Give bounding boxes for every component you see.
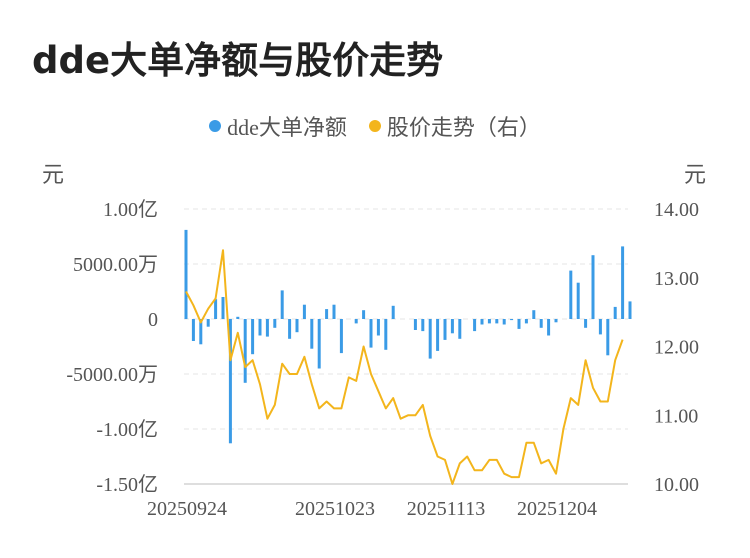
dde-bar[interactable] [221, 297, 225, 319]
x-tick-label: 20251023 [295, 498, 375, 520]
legend-item-price[interactable]: 股价走势（右） [368, 110, 541, 142]
legend-dot-dde [209, 120, 222, 132]
dde-bar[interactable] [547, 319, 551, 336]
dde-bar[interactable] [258, 319, 262, 336]
y-left-tick-label: -5000.00万 [66, 364, 158, 386]
x-tick-label: 20251204 [517, 498, 597, 520]
dde-bar[interactable] [354, 319, 358, 324]
dde-bar[interactable] [495, 319, 499, 324]
dde-bar[interactable] [251, 319, 255, 355]
dde-bar[interactable] [576, 282, 580, 319]
y-right-tick-label: 14.00 [654, 199, 699, 221]
y-left-tick-label: 1.00亿 [103, 198, 158, 221]
dde-bar[interactable] [450, 319, 454, 334]
dde-bar[interactable] [391, 305, 395, 319]
tick-labels: 1.00亿 5000.00万 0 -5000.00万 -1.00亿 -1.50亿 14.00… [66, 198, 699, 520]
dde-bar[interactable] [421, 319, 425, 332]
dde-bar[interactable] [436, 319, 440, 351]
dde-bar[interactable] [628, 301, 632, 319]
dde-bar[interactable] [184, 229, 188, 319]
dde-bar[interactable] [339, 319, 343, 354]
dde-bar[interactable] [280, 290, 284, 319]
dde-bar[interactable] [473, 319, 477, 332]
dde-bar[interactable] [295, 319, 299, 333]
y-right-tick-label: 11.00 [654, 405, 698, 427]
dde-bar[interactable] [273, 319, 277, 328]
dde-bar[interactable] [428, 319, 432, 359]
dde-bar[interactable] [517, 319, 521, 329]
dde-bar[interactable] [413, 319, 417, 330]
y-left-tick-label: 0 [148, 309, 158, 331]
dde-bar[interactable] [228, 319, 232, 444]
dde-bar[interactable] [458, 319, 462, 339]
dde-bar[interactable] [510, 319, 514, 321]
legend-label-dde: dde大单净额 [227, 115, 347, 140]
dde-bar[interactable] [265, 319, 269, 337]
dde-bar[interactable] [554, 319, 558, 323]
price-line[interactable] [185, 249, 624, 485]
dde-bar[interactable] [584, 319, 588, 328]
chart-title: dde大单净额与股价走势 [32, 39, 444, 82]
dde-bar[interactable] [206, 319, 210, 327]
dde-bar[interactable] [199, 319, 203, 345]
dde-bar[interactable] [539, 319, 543, 328]
dde-bar[interactable] [325, 309, 329, 319]
dde-bar[interactable] [598, 319, 602, 335]
y-right-tick-label: 10.00 [654, 474, 699, 496]
dde-bar[interactable] [606, 319, 610, 356]
dde-bar[interactable] [384, 319, 388, 350]
dde-bar[interactable] [243, 319, 247, 383]
dde-bar[interactable] [310, 319, 314, 349]
x-tick-label: 20251113 [407, 498, 486, 520]
y-right-tick-label: 13.00 [654, 268, 699, 290]
dde-bar[interactable] [302, 304, 306, 319]
legend-dot-price [368, 120, 381, 132]
y-left-tick-label: -1.00亿 [96, 418, 158, 441]
dde-bar[interactable] [362, 310, 366, 319]
dde-bar[interactable] [532, 310, 536, 319]
dde-bar[interactable] [376, 319, 380, 336]
dde-bar[interactable] [569, 270, 573, 319]
dde-bar[interactable] [613, 306, 617, 319]
dde-bar[interactable] [591, 255, 595, 319]
dde-bar[interactable] [487, 319, 491, 324]
legend: dde大单净额 股价走势（右） [0, 110, 750, 142]
line-series-price [185, 249, 624, 485]
bar-series-dde [184, 229, 632, 444]
dde-bar[interactable] [214, 299, 218, 319]
dde-bar[interactable] [621, 246, 625, 319]
dde-bar[interactable] [480, 319, 484, 325]
grid-layer [184, 208, 628, 485]
x-tick-label: 20250924 [147, 498, 227, 520]
dde-bar[interactable] [443, 319, 447, 340]
y-right-tick-label: 12.00 [654, 337, 699, 359]
legend-label-price: 股价走势（右） [386, 115, 541, 140]
y-left-tick-label: -1.50亿 [96, 473, 158, 496]
y-left-tick-label: 5000.00万 [73, 254, 158, 276]
dde-bar[interactable] [317, 319, 321, 369]
dde-bar[interactable] [502, 319, 506, 325]
legend-item-dde[interactable]: dde大单净额 [209, 110, 347, 142]
dde-bar[interactable] [288, 319, 292, 339]
dde-bar[interactable] [332, 304, 336, 319]
right-axis-unit: 元 [684, 162, 707, 187]
dde-bar[interactable] [369, 319, 373, 348]
dde-bar[interactable] [524, 319, 528, 324]
dde-bar[interactable] [191, 319, 195, 341]
left-axis-unit: 元 [42, 162, 65, 187]
dde-bar[interactable] [236, 316, 240, 319]
